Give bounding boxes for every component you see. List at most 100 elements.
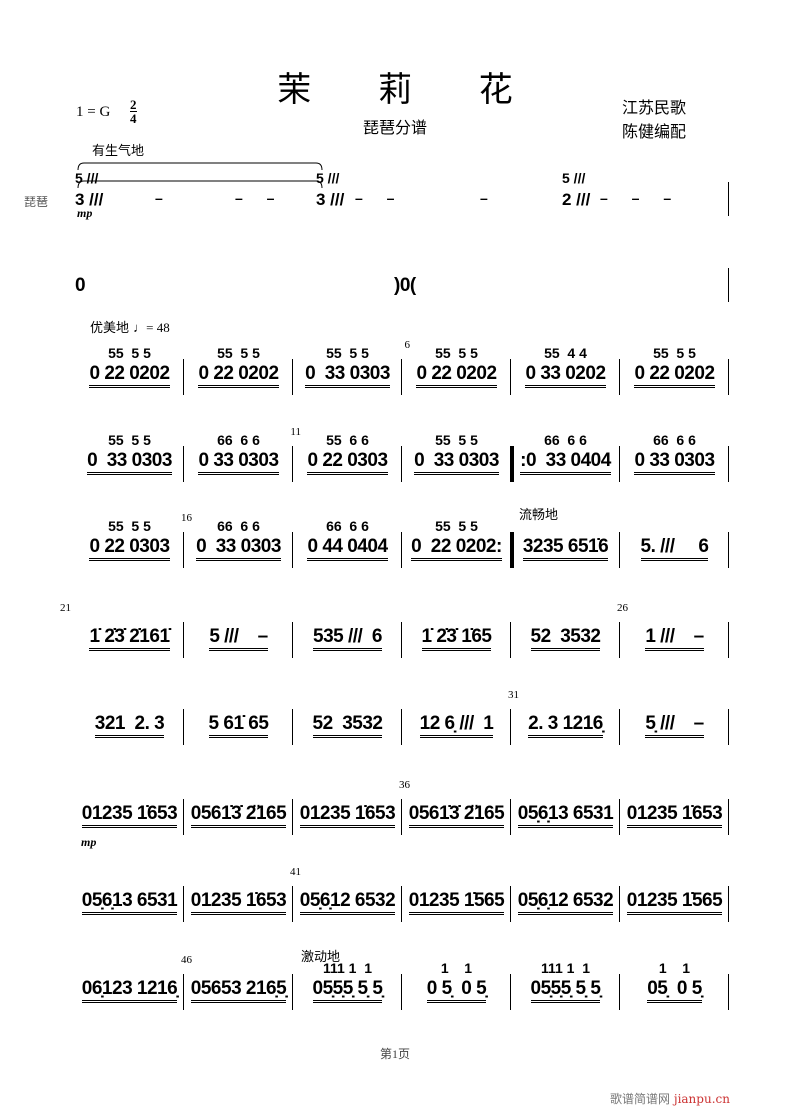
rest-note: 0 bbox=[75, 275, 86, 296]
measure: 0561̇3̇ 2̈165 bbox=[184, 785, 293, 845]
notes: 01235 1̇653 bbox=[81, 803, 178, 828]
intro-dash: – – bbox=[235, 190, 275, 206]
notes: 535 /// 6 bbox=[313, 626, 382, 651]
upper-notes: 66 6 6 bbox=[544, 432, 587, 448]
measure: 01235 1̇653 36 bbox=[293, 779, 410, 845]
notes: 05̣5̣5̣ 5̣ 5̣ bbox=[530, 978, 601, 1003]
intro-expression: 有生气地 bbox=[92, 144, 145, 159]
intro-dash: – – bbox=[355, 190, 395, 206]
measure: 55 5 5 0 22 0202 bbox=[402, 345, 511, 405]
notes: 3235 651̇6 bbox=[522, 536, 609, 561]
measure: 01235 1̇653 bbox=[75, 785, 184, 845]
intro-upper-note: 5 /// bbox=[562, 170, 586, 186]
notes: 5 61̇ 65 bbox=[208, 713, 269, 738]
dynamic-mp: mp bbox=[81, 835, 97, 849]
barline bbox=[728, 799, 729, 835]
barline bbox=[619, 532, 620, 568]
score-title: 茉 莉 花 bbox=[277, 70, 541, 110]
watermark: 歌谱简谱网 jianpu.cn bbox=[610, 1090, 730, 1107]
barline bbox=[292, 446, 293, 482]
notes: 05̣ 0 5̣ bbox=[647, 978, 702, 1003]
barline bbox=[401, 974, 402, 1010]
barline bbox=[183, 974, 184, 1010]
notes: 0 22 0202: bbox=[411, 536, 502, 561]
barline bbox=[510, 446, 511, 482]
measure: 12 6̣ /// 1 31 bbox=[402, 689, 519, 755]
notes: :0 33 0404 bbox=[520, 450, 611, 475]
measure: 激动地 111 1 1 05̣5̣5̣ 5̣ 5̣ bbox=[293, 950, 402, 1020]
barline bbox=[292, 974, 293, 1010]
upper-notes: 55 5 5 bbox=[108, 432, 151, 448]
upper-notes: 1 1 bbox=[440, 960, 473, 976]
measure: 01235 1̇565 bbox=[402, 872, 511, 932]
upper-notes: 66 6 6 bbox=[217, 432, 260, 448]
notes: 05̣5̣5̣ 5̣ 5̣ bbox=[312, 978, 383, 1003]
measure: 55 5 5 0 22 0202 bbox=[620, 345, 729, 405]
tempo-marking: ♩= 48 bbox=[133, 320, 170, 335]
notes: 0 22 0202 bbox=[416, 363, 497, 388]
part-label: 琵琶 bbox=[24, 195, 49, 209]
measure: 01235 1̇653 41 bbox=[184, 866, 301, 932]
origin-credit: 江苏民歌 bbox=[622, 98, 687, 117]
measure-number: 31 bbox=[508, 689, 519, 701]
barline bbox=[619, 622, 620, 658]
score-system: mp 01235 1̇653 0561̇3̇ 2̈165 01235 1̇653 36 0… bbox=[75, 779, 729, 849]
notes: 1̇ 2̇3̇ 2̇161̇ bbox=[89, 626, 170, 651]
measure: 535 /// 6 bbox=[293, 608, 402, 668]
barline bbox=[728, 622, 729, 658]
score-system: 321 2. 3 5 61̇ 65 52 3532 12 6̣ /// 1 31 2. 3… bbox=[75, 689, 729, 755]
arranger-credit: 陈健编配 bbox=[622, 122, 687, 141]
notes: 1̇ 2̇3̇ 1̇65 bbox=[421, 626, 492, 651]
notes: 0 5̣ 0 5̣ bbox=[426, 978, 487, 1003]
page-number: 第1页 bbox=[379, 1047, 410, 1061]
intro-upper-note: 5 /// bbox=[316, 170, 340, 186]
measure: 01235 1̇565 bbox=[620, 872, 729, 932]
score-system: 21 1̇ 2̇3̇ 2̇161̇ 5 /// – 535 /// 6 1̇ 2̇3̇ … bbox=[60, 602, 729, 668]
barline bbox=[728, 359, 729, 395]
upper-notes: 55 5 5 bbox=[108, 518, 151, 534]
intro-dash: – – – bbox=[600, 190, 672, 206]
upper-notes: 66 6 6 bbox=[217, 518, 260, 534]
barline bbox=[619, 974, 620, 1010]
measure: 5. /// 6 bbox=[620, 518, 729, 578]
measure-number: 21 bbox=[60, 602, 71, 614]
barline bbox=[401, 446, 402, 482]
notes: 05̣6̣13 6531 bbox=[517, 803, 614, 828]
measure: 2. 3 1216̣ bbox=[511, 695, 620, 755]
notes: 01235 1̇565 bbox=[408, 890, 505, 915]
measure-number: 6 bbox=[404, 339, 411, 351]
measure: 06̣123 1216̣ 46 bbox=[75, 954, 192, 1020]
notes: 0 33 0202 bbox=[525, 363, 606, 388]
notes: 0 22 0303 bbox=[307, 450, 388, 475]
measure-number: 41 bbox=[290, 866, 301, 878]
barline bbox=[183, 446, 184, 482]
measure: 55 5 5 0 33 0303 6 bbox=[293, 339, 410, 405]
barline bbox=[510, 622, 511, 658]
barline bbox=[401, 532, 402, 568]
tempo-expression: 优美地 bbox=[90, 321, 130, 336]
tie-upper bbox=[77, 162, 323, 171]
barline bbox=[292, 886, 293, 922]
barline bbox=[183, 359, 184, 395]
time-denominator: 4 bbox=[130, 111, 137, 126]
notes: 0 22 0303 bbox=[89, 536, 170, 561]
upper-notes: 66 6 6 bbox=[653, 432, 696, 448]
measure: 55 5 5 0 22 0303 16 bbox=[75, 512, 192, 578]
measure: 1̇ 2̇3̇ 2̇161̇ bbox=[75, 608, 184, 668]
barline bbox=[728, 182, 729, 216]
barline bbox=[728, 974, 729, 1010]
measure: 55 6 6 0 22 0303 bbox=[293, 432, 402, 492]
notes: 01235 1̇565 bbox=[626, 890, 723, 915]
notes: 01235 1̇653 bbox=[299, 803, 396, 828]
notes: 0 33 0303 bbox=[634, 450, 715, 475]
measure: 05̣6̣12 6532 bbox=[511, 872, 620, 932]
barline bbox=[619, 799, 620, 835]
score-system: 06̣123 1216̣ 46 05653 216̣5̣ 激动地 111 1 1 05̣5… bbox=[75, 950, 729, 1020]
measure: 55 5 5 0 22 0202 bbox=[75, 345, 184, 405]
measure: 05̣6̣13 6531 bbox=[511, 785, 620, 845]
barline bbox=[292, 709, 293, 745]
barline bbox=[510, 532, 511, 568]
barline bbox=[619, 446, 620, 482]
barline bbox=[619, 709, 620, 745]
intro-note: 2 /// bbox=[562, 190, 591, 209]
